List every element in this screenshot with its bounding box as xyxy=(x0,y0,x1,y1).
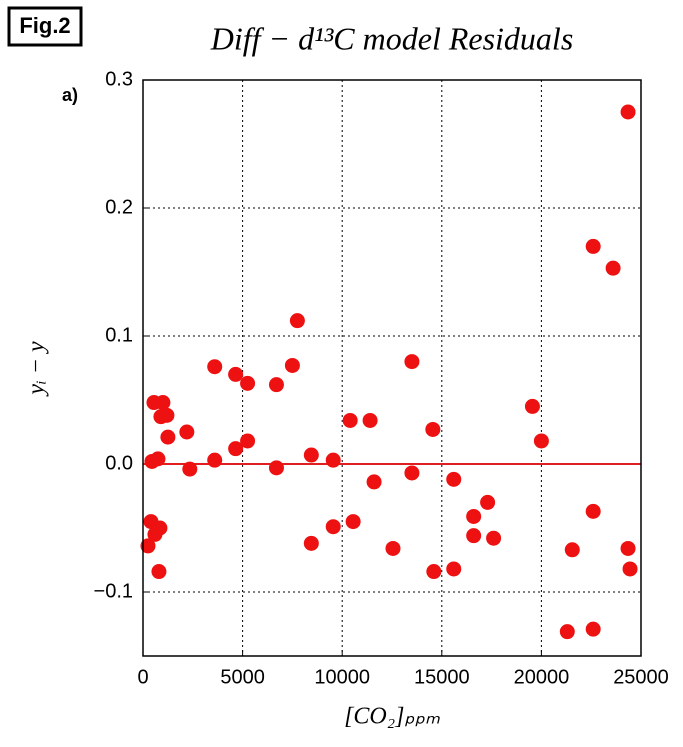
x-tick-label: 20000 xyxy=(514,666,570,688)
point xyxy=(303,447,319,463)
panel-label: a) xyxy=(62,85,78,105)
point xyxy=(342,412,358,428)
point xyxy=(159,407,175,423)
point xyxy=(533,433,549,449)
point xyxy=(404,354,420,370)
point xyxy=(524,398,540,414)
point xyxy=(362,412,378,428)
point xyxy=(622,561,638,577)
point xyxy=(559,624,575,640)
figure-label-box xyxy=(7,6,83,47)
point xyxy=(466,508,482,524)
point xyxy=(152,520,168,536)
point xyxy=(486,530,502,546)
point xyxy=(425,421,441,437)
point xyxy=(366,474,382,490)
y-tick-label: 0.3 xyxy=(105,68,133,90)
point xyxy=(585,621,601,637)
point xyxy=(228,366,244,382)
y-tick-label: 0.0 xyxy=(105,452,133,474)
point xyxy=(179,424,195,440)
point xyxy=(426,564,442,580)
point xyxy=(585,503,601,519)
point xyxy=(385,540,401,556)
point xyxy=(150,451,166,467)
figure-label: Fig.2 xyxy=(19,13,70,38)
point xyxy=(155,395,171,411)
point xyxy=(160,429,176,445)
x-tick-label: 0 xyxy=(137,666,148,688)
point xyxy=(228,441,244,457)
point xyxy=(325,452,341,468)
point xyxy=(207,359,223,375)
point xyxy=(446,561,462,577)
point xyxy=(182,461,198,477)
point xyxy=(284,357,300,373)
point xyxy=(605,260,621,276)
point xyxy=(585,238,601,254)
y-tick-label: 0.2 xyxy=(105,196,133,218)
point xyxy=(289,313,305,329)
plot-frame xyxy=(142,79,642,657)
point xyxy=(207,452,223,468)
point xyxy=(325,519,341,535)
x-tick-label: 5000 xyxy=(220,666,265,688)
x-axis-label: [CO₂]ₚₚₘ xyxy=(344,704,440,730)
point xyxy=(240,375,256,391)
point xyxy=(151,564,167,580)
x-tick-label: 10000 xyxy=(314,666,370,688)
point xyxy=(268,460,284,476)
y-axis-label: yᵢ − y xyxy=(24,341,50,397)
point xyxy=(620,540,636,556)
point xyxy=(140,538,156,554)
point xyxy=(268,377,284,393)
point xyxy=(345,514,361,530)
point xyxy=(466,528,482,544)
point xyxy=(446,471,462,487)
x-tick-label: 25000 xyxy=(613,666,669,688)
y-tick-label: −0.1 xyxy=(94,580,133,602)
y-tick-label: 0.1 xyxy=(105,324,133,346)
chart-title: Diff − d¹³C model Residuals xyxy=(210,20,574,56)
point xyxy=(240,433,256,449)
point xyxy=(620,104,636,120)
point xyxy=(480,494,496,510)
point xyxy=(564,542,580,558)
point xyxy=(404,465,420,481)
point xyxy=(303,535,319,551)
x-tick-label: 15000 xyxy=(414,666,470,688)
